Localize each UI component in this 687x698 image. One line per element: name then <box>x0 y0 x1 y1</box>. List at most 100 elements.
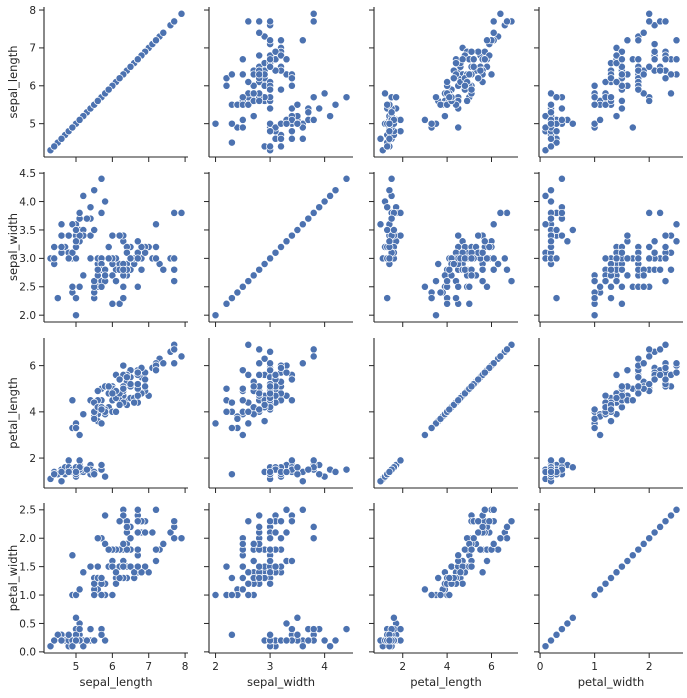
x-tick-label: 6 <box>488 661 495 673</box>
data-point <box>112 407 120 416</box>
data-point <box>97 630 106 639</box>
data-point <box>656 66 665 75</box>
data-point <box>75 282 84 291</box>
y-tick-label: 1.5 <box>19 561 36 573</box>
data-point <box>72 311 80 320</box>
data-point <box>238 123 247 132</box>
data-point <box>489 17 498 26</box>
data-point <box>255 522 264 531</box>
panel-petal_width-vs-sepal_width: 2 3 4 sepal_width <box>204 503 353 689</box>
data-point <box>639 89 648 98</box>
data-point <box>64 630 73 639</box>
data-point <box>287 396 296 405</box>
data-point <box>557 208 566 217</box>
data-point <box>590 294 599 303</box>
data-point <box>287 104 296 113</box>
data-point <box>79 410 88 419</box>
data-point <box>90 591 99 599</box>
data-point <box>342 93 351 102</box>
data-point <box>541 642 550 651</box>
data-point <box>82 636 91 645</box>
data-point <box>115 375 124 384</box>
data-point <box>244 568 253 577</box>
panel-sepal_length-vs-sepal_width <box>204 7 353 162</box>
data-point <box>443 277 452 286</box>
data-point <box>590 119 599 128</box>
data-point <box>547 108 555 117</box>
data-point <box>271 66 280 75</box>
data-point <box>271 562 280 571</box>
data-point <box>293 463 302 472</box>
data-point <box>233 414 242 423</box>
data-point <box>177 534 186 543</box>
data-point <box>133 528 142 537</box>
y-tick-label: 6 <box>29 81 36 93</box>
data-point <box>309 93 318 102</box>
data-point <box>309 534 318 543</box>
data-point <box>79 642 88 651</box>
data-point <box>287 517 296 526</box>
data-point <box>474 74 483 83</box>
data-point <box>68 220 77 229</box>
data-point <box>238 384 247 393</box>
data-point <box>101 539 110 548</box>
data-point <box>233 288 242 297</box>
data-point <box>227 574 236 582</box>
data-point <box>260 32 269 41</box>
data-point <box>596 282 605 291</box>
data-point <box>454 123 463 132</box>
data-point <box>271 47 280 56</box>
data-point <box>137 243 146 251</box>
data-point <box>547 197 555 206</box>
data-point <box>612 254 621 263</box>
data-point <box>255 28 264 37</box>
data-point <box>436 591 445 599</box>
data-point <box>90 414 99 423</box>
data-point <box>304 636 313 645</box>
data-point <box>57 220 66 229</box>
data-point <box>266 568 275 577</box>
data-point <box>68 123 77 132</box>
data-point <box>547 214 555 223</box>
data-point <box>496 352 505 361</box>
data-point <box>443 78 452 86</box>
data-point <box>97 461 106 469</box>
data-point <box>50 243 59 251</box>
data-point <box>255 574 264 582</box>
data-point <box>152 220 160 229</box>
data-point <box>119 361 128 370</box>
y-tick-label: 3.5 <box>19 225 36 237</box>
data-point <box>244 78 253 86</box>
data-point <box>568 613 577 622</box>
data-point <box>436 288 445 297</box>
data-point <box>93 96 102 105</box>
data-point <box>547 89 555 98</box>
data-point <box>277 363 285 372</box>
data-point <box>645 254 654 263</box>
data-point <box>645 534 654 543</box>
data-point <box>211 311 220 320</box>
data-point <box>383 203 392 212</box>
data-point <box>541 146 550 155</box>
data-point <box>617 96 626 105</box>
data-point <box>485 517 494 526</box>
data-point <box>86 231 95 240</box>
data-point <box>126 534 135 543</box>
data-point <box>460 254 469 263</box>
data-point <box>309 625 318 634</box>
data-point <box>617 382 626 391</box>
data-point <box>152 243 160 251</box>
data-point <box>115 231 124 240</box>
data-point <box>255 17 264 26</box>
data-point <box>298 505 307 514</box>
data-point <box>282 505 291 514</box>
data-point <box>93 534 102 543</box>
data-point <box>376 220 385 229</box>
data-point <box>645 243 654 251</box>
data-point <box>148 528 157 537</box>
data-point <box>617 70 626 79</box>
data-point <box>255 345 264 354</box>
data-point <box>177 352 186 361</box>
data-point <box>298 642 307 651</box>
